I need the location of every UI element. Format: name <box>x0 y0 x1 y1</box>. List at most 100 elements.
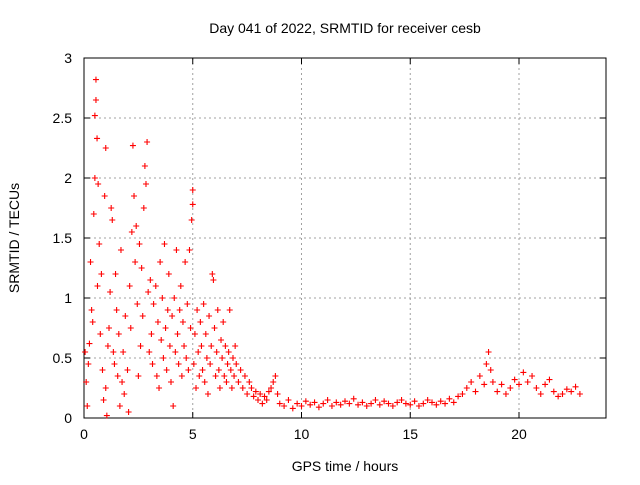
data-point <box>195 349 202 355</box>
data-point <box>142 181 149 187</box>
data-point <box>222 343 229 349</box>
data-point <box>101 193 108 199</box>
data-point <box>149 361 156 367</box>
data-point <box>196 373 203 379</box>
data-point <box>169 313 176 319</box>
data-point <box>442 400 449 407</box>
data-point <box>261 393 268 400</box>
y-axis-label: SRMTID / TECUs <box>6 183 22 293</box>
data-point <box>90 211 97 217</box>
data-point <box>213 349 220 355</box>
data-point <box>110 349 117 355</box>
y-tick-label: 1 <box>64 290 72 306</box>
data-point <box>182 259 189 265</box>
data-point <box>221 373 228 379</box>
y-tick-label: 3 <box>64 50 72 66</box>
data-point <box>407 401 414 408</box>
data-point <box>91 112 98 119</box>
data-point <box>179 319 186 325</box>
data-point <box>226 307 233 313</box>
data-point <box>559 391 566 397</box>
data-point <box>481 381 488 388</box>
data-point <box>187 325 194 331</box>
data-point <box>350 395 357 402</box>
data-point <box>507 385 514 391</box>
data-point <box>337 401 344 408</box>
data-point <box>135 373 142 379</box>
data-point <box>494 388 501 395</box>
data-point <box>372 397 379 403</box>
data-point <box>459 391 466 397</box>
data-point <box>225 349 232 355</box>
data-point <box>424 397 431 403</box>
data-point <box>140 205 147 211</box>
data-point <box>257 391 264 397</box>
data-point <box>476 373 483 379</box>
data-point <box>107 289 114 295</box>
data-point <box>115 331 122 337</box>
chart-title: Day 041 of 2022, SRMTID for receiver ces… <box>209 20 481 36</box>
data-point <box>223 379 230 385</box>
data-point <box>420 400 427 407</box>
data-point <box>511 376 518 383</box>
data-point <box>298 403 305 409</box>
data-point <box>145 289 152 295</box>
data-point <box>174 331 181 337</box>
data-point <box>114 373 121 379</box>
data-point <box>203 355 210 361</box>
data-point <box>171 295 178 301</box>
data-point <box>220 319 227 325</box>
data-point <box>106 325 113 331</box>
data-point <box>483 361 490 367</box>
data-point <box>184 301 191 307</box>
data-point <box>468 379 475 385</box>
x-tick-label: 15 <box>402 426 418 442</box>
y-tick-label: 2.5 <box>53 110 73 126</box>
data-point <box>485 349 492 355</box>
data-point <box>144 139 151 145</box>
data-point <box>376 401 383 408</box>
data-point <box>289 405 296 412</box>
data-point <box>455 393 462 400</box>
data-point <box>181 343 188 349</box>
data-point <box>190 361 197 367</box>
data-point <box>576 391 583 397</box>
data-point <box>197 319 204 325</box>
data-point <box>91 175 98 181</box>
data-point <box>139 313 146 319</box>
data-point <box>166 343 173 349</box>
data-point <box>237 367 244 373</box>
data-point <box>555 393 562 400</box>
data-point <box>229 355 236 361</box>
data-point <box>218 337 225 343</box>
data-point <box>94 135 101 142</box>
data-point <box>132 259 139 265</box>
data-point <box>516 381 522 388</box>
data-point <box>92 97 99 103</box>
data-point <box>294 400 301 407</box>
data-point <box>185 367 192 373</box>
data-point <box>148 331 155 337</box>
data-point <box>150 301 157 307</box>
data-point <box>489 379 496 385</box>
data-point <box>415 403 422 409</box>
data-point <box>533 385 540 391</box>
data-point <box>542 381 549 388</box>
data-point <box>209 271 216 277</box>
data-point <box>208 343 215 349</box>
data-point <box>146 349 153 355</box>
data-point <box>263 397 270 403</box>
data-point <box>128 229 135 235</box>
data-point <box>211 325 218 331</box>
data-point <box>315 404 322 411</box>
data-point <box>324 397 331 403</box>
data-point <box>463 385 470 391</box>
data-point <box>96 241 103 247</box>
data-point <box>502 391 509 397</box>
data-point <box>270 379 277 385</box>
data-point <box>95 181 102 187</box>
data-point <box>307 401 314 408</box>
data-point <box>268 385 275 391</box>
data-point <box>342 398 348 405</box>
data-point <box>524 379 531 385</box>
